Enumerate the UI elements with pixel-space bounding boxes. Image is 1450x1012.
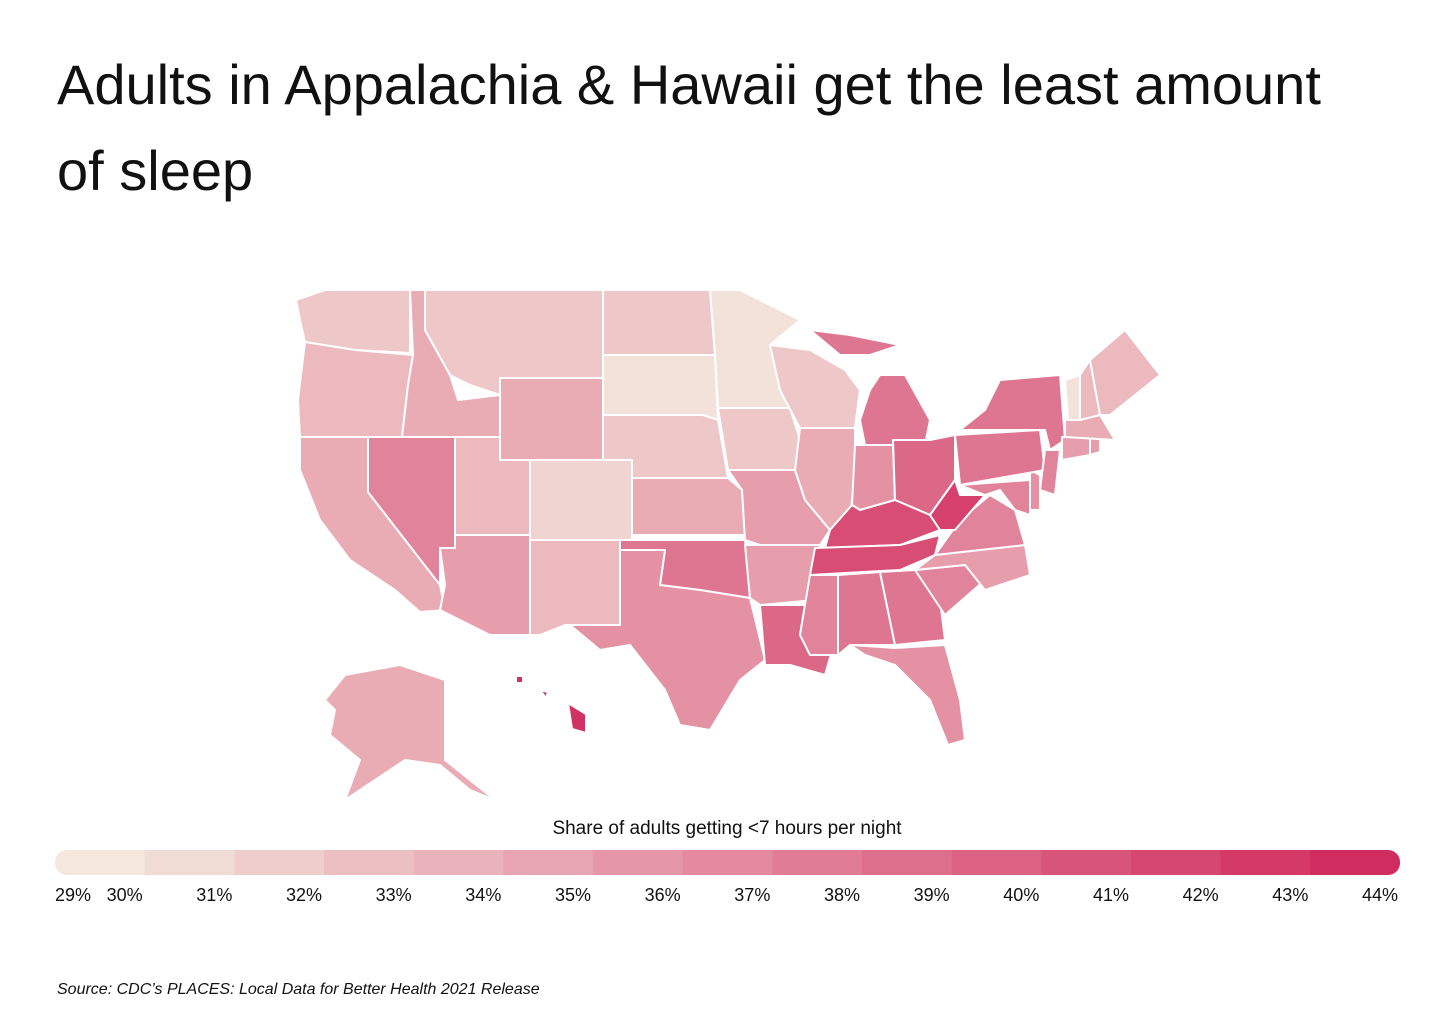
- legend-tick-label: 32%: [286, 885, 322, 905]
- state: [569, 549, 766, 731]
- state: [324, 664, 496, 801]
- source: Source: CDC’s PLACES: Local Data for Bet…: [57, 981, 540, 998]
- state: [717, 407, 801, 471]
- legend-swatch: [1131, 850, 1222, 875]
- legend-tick-label: 37%: [734, 885, 770, 905]
- legend-tick-label: 41%: [1093, 885, 1129, 905]
- state: [631, 477, 746, 536]
- state: [959, 374, 1066, 451]
- state: [744, 544, 821, 606]
- state: [529, 539, 621, 636]
- legend-swatch: [503, 850, 594, 875]
- legend-swatch: [862, 850, 953, 875]
- legend-swatch: [1220, 850, 1311, 875]
- legend-title: Share of adults getting <7 hours per nig…: [552, 818, 902, 839]
- legend-swatch: [234, 850, 325, 875]
- state: [529, 459, 633, 541]
- legend-tick-label: 30%: [107, 885, 143, 905]
- legend-swatch: [951, 850, 1042, 875]
- legend-tick-label: 35%: [555, 885, 591, 905]
- legend-tick-label: 33%: [376, 885, 412, 905]
- legend-tick-label: 42%: [1183, 885, 1219, 905]
- legend-tick-label: 29%: [55, 885, 91, 905]
- chart-title: Adults in Appalachia & Hawaii get the le…: [57, 53, 1321, 202]
- legend-swatch: [1041, 850, 1132, 875]
- legend-bar: [55, 850, 1400, 875]
- state: [1039, 449, 1061, 496]
- state: [851, 444, 896, 511]
- state: [602, 354, 719, 421]
- legend-swatch: [772, 850, 863, 875]
- legend-swatch: [413, 850, 504, 875]
- state: [1061, 436, 1091, 461]
- state: [1029, 469, 1041, 511]
- legend-swatch: [593, 850, 684, 875]
- state: [439, 534, 531, 636]
- legend-swatch: [324, 850, 415, 875]
- legend-tick-label: 40%: [1003, 885, 1039, 905]
- legend-tick-label: 44%: [1362, 885, 1398, 905]
- legend-tick-label: 39%: [914, 885, 950, 905]
- legend-tick-label: 43%: [1272, 885, 1308, 905]
- state: [837, 571, 896, 656]
- legend-tick-label: 31%: [196, 885, 232, 905]
- state: [1064, 374, 1081, 421]
- legend-swatch: [55, 850, 146, 875]
- state: [499, 377, 604, 461]
- state: [602, 289, 716, 356]
- legend-tick-label: 38%: [824, 885, 860, 905]
- legend-tick-label: 34%: [465, 885, 501, 905]
- legend-swatch: [1310, 850, 1400, 875]
- state: [515, 675, 587, 734]
- legend-swatch: [682, 850, 773, 875]
- states: [295, 289, 1161, 801]
- state: [849, 644, 966, 746]
- state: [297, 341, 414, 438]
- legend-tick-label: 36%: [645, 885, 681, 905]
- state: [1089, 329, 1161, 416]
- legend-swatch: [144, 850, 235, 875]
